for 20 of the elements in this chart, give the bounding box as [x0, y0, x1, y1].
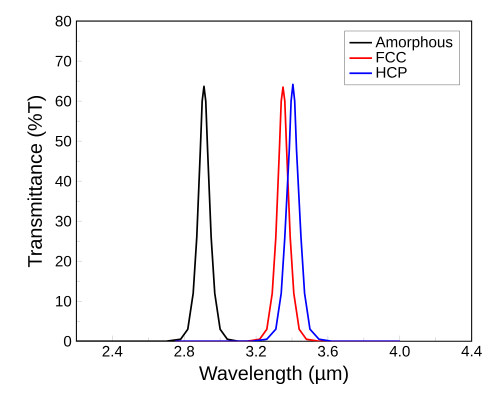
y-tick-label: 60 [56, 96, 72, 106]
y-axis-title: Transmittance (%T) [27, 96, 46, 268]
legend-label: HCP [376, 66, 407, 78]
y-tick-label: 50 [56, 136, 72, 146]
x-tick-label: 2.4 [102, 346, 122, 356]
y-tick-label: 70 [56, 56, 72, 66]
legend-label: Amorphous [375, 36, 452, 50]
x-tick-label: 3.2 [246, 346, 266, 357]
x-tick-label: 4.4 [461, 346, 482, 356]
x-tick-label: 3.6 [318, 346, 338, 357]
y-tick-label: 30 [55, 216, 72, 226]
y-tick-label: 0 [64, 336, 72, 346]
y-tick-label: 20 [56, 256, 72, 266]
legend-label: FCC [376, 52, 406, 62]
x-tick-label: 4.0 [390, 346, 410, 357]
x-axis-title: Wavelength (µm) [199, 366, 348, 384]
y-tick-label: 10 [56, 296, 72, 306]
y-tick-label: 40 [55, 176, 72, 186]
x-tick-label: 2.8 [174, 346, 194, 357]
y-tick-label: 80 [56, 16, 72, 26]
